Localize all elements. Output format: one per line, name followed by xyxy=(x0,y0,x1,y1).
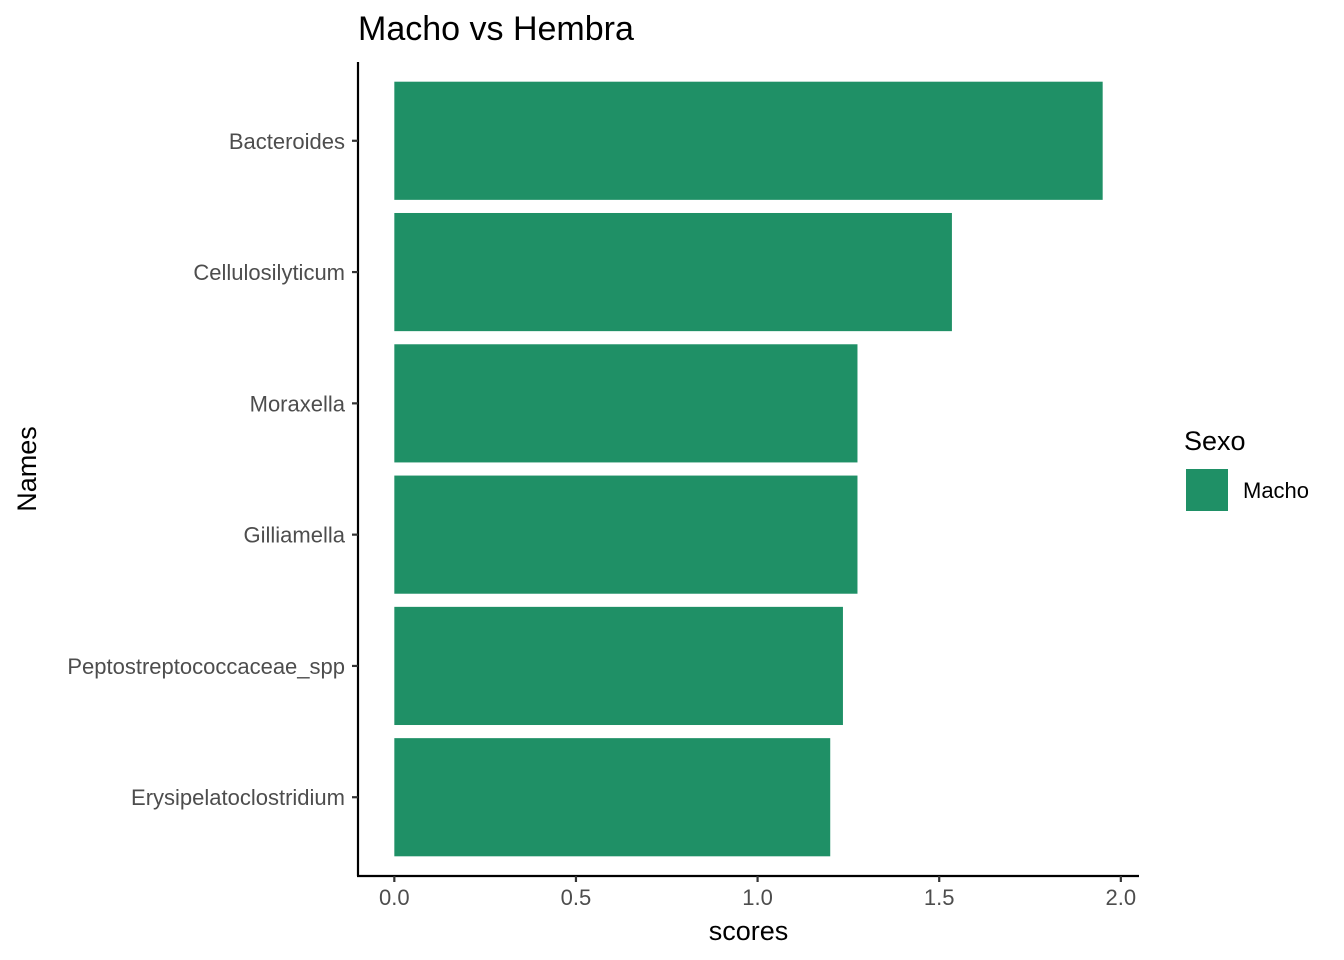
legend-title: Sexo xyxy=(1184,426,1246,456)
chart-title: Macho vs Hembra xyxy=(358,10,634,48)
legend: Sexo Macho xyxy=(1184,426,1309,511)
x-axis: 0.0 0.5 1.0 1.5 2.0 xyxy=(357,874,1139,910)
legend-label-macho: Macho xyxy=(1243,478,1309,503)
x-axis-title: scores xyxy=(709,916,789,946)
y-tick-label-peptostreptococcaceae-spp: Peptostreptococcaceae_spp xyxy=(67,654,345,679)
y-axis: Bacteroides Cellulosilyticum Moraxella Gill… xyxy=(67,62,360,876)
y-axis-title: Names xyxy=(12,426,42,512)
x-tick-label-3: 1.5 xyxy=(924,885,955,910)
x-tick-label-2: 1.0 xyxy=(742,885,773,910)
bar-gilliamella xyxy=(394,475,858,594)
x-tick-label-1: 0.5 xyxy=(561,885,592,910)
bar-moraxella xyxy=(394,344,858,463)
bar-cellulosilyticum xyxy=(394,212,952,332)
y-tick-label-gilliamella: Gilliamella xyxy=(244,523,346,548)
x-tick-label-0: 0.0 xyxy=(379,885,410,910)
bar-erysipelatoclostridium xyxy=(394,738,831,857)
bar-bacteroides xyxy=(394,81,1103,200)
x-tick-label-4: 2.0 xyxy=(1106,885,1137,910)
legend-key-macho xyxy=(1186,469,1228,511)
y-tick-label-erysipelatoclostridium: Erysipelatoclostridium xyxy=(131,785,345,810)
y-tick-label-cellulosilyticum: Cellulosilyticum xyxy=(193,260,345,285)
y-tick-label-bacteroides: Bacteroides xyxy=(229,129,345,154)
bars-group xyxy=(394,81,1103,857)
bar-peptostreptococcaceae-spp xyxy=(394,606,843,726)
y-tick-label-moraxella: Moraxella xyxy=(250,391,346,416)
